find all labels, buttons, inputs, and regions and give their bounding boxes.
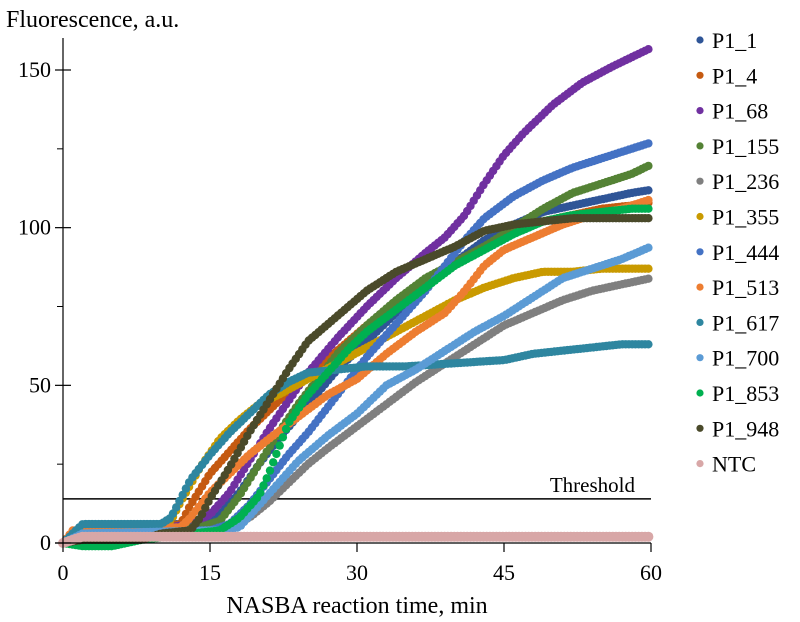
x-axis-title: NASBA reaction time, min xyxy=(226,593,487,619)
data-point xyxy=(181,484,191,493)
x-tick-label: 0 xyxy=(58,560,69,585)
y-ticks: 0 50 100 150 xyxy=(18,57,71,555)
series-p1-700 xyxy=(58,243,653,548)
data-point xyxy=(178,490,187,500)
legend-marker xyxy=(696,177,704,185)
legend-label: P1_700 xyxy=(712,346,779,371)
legend-label: P1_236 xyxy=(712,169,779,194)
legend-marker xyxy=(696,283,704,291)
data-point xyxy=(644,204,653,213)
series-group xyxy=(58,45,654,551)
data-point xyxy=(172,503,181,512)
series-p1-617 xyxy=(58,340,653,548)
data-point xyxy=(259,481,268,490)
legend-marker xyxy=(696,212,704,221)
legend-marker xyxy=(696,460,704,468)
data-point xyxy=(278,433,288,442)
y-axis-title: Fluorescence, a.u. xyxy=(6,7,179,33)
x-ticks: 0 15 30 45 60 xyxy=(58,543,662,585)
x-tick-label: 15 xyxy=(199,560,221,585)
legend-marker xyxy=(696,107,704,115)
data-point xyxy=(644,186,653,195)
data-point xyxy=(644,274,653,283)
legend-label: P1_513 xyxy=(712,275,779,300)
x-tick-label: 60 xyxy=(640,560,662,585)
legend-label: P1_68 xyxy=(712,99,768,124)
legend-item: P1_853 xyxy=(696,381,779,406)
axes xyxy=(55,38,651,544)
legend-label: P1_853 xyxy=(712,381,779,406)
legend-item: P1_948 xyxy=(696,416,779,441)
legend-item: P1_513 xyxy=(696,275,779,300)
legend-label: P1_4 xyxy=(712,63,757,88)
data-point xyxy=(269,458,278,467)
legend-label: P1_617 xyxy=(712,310,779,335)
legend-marker xyxy=(696,424,704,432)
legend-item: P1_68 xyxy=(696,99,768,124)
legend-item: P1_617 xyxy=(696,310,779,335)
data-point xyxy=(644,214,653,223)
legend-item: P1_700 xyxy=(696,346,779,371)
legend-label: P1_155 xyxy=(712,134,779,159)
series-ntc xyxy=(58,531,654,548)
legend-marker xyxy=(696,318,704,326)
data-point xyxy=(644,161,653,171)
y-tick-label: 150 xyxy=(18,57,51,82)
y-tick-label: 50 xyxy=(29,372,51,397)
legend-label: NTC xyxy=(712,452,756,477)
data-point xyxy=(644,264,653,273)
data-point xyxy=(256,488,265,497)
legend-marker xyxy=(696,354,704,362)
legend-marker xyxy=(696,71,704,79)
x-tick-label: 30 xyxy=(346,560,368,585)
data-point xyxy=(175,496,184,506)
legend-item: P1_236 xyxy=(696,169,779,194)
legend-label: P1_1 xyxy=(712,28,757,53)
series-p1-355 xyxy=(58,264,653,548)
legend-item: P1_355 xyxy=(696,205,779,230)
y-tick-label: 0 xyxy=(40,530,51,555)
legend-marker xyxy=(696,142,704,150)
legend-item: P1_4 xyxy=(696,63,757,88)
legend-label: P1_355 xyxy=(712,205,779,230)
data-point xyxy=(262,474,271,483)
legend-item: NTC xyxy=(696,452,756,477)
data-point xyxy=(201,503,210,513)
legend-marker xyxy=(696,248,704,256)
data-point xyxy=(275,441,284,450)
data-point xyxy=(644,139,653,148)
legend-item: P1_155 xyxy=(696,134,779,159)
data-point xyxy=(168,509,178,518)
legend-item: P1_1 xyxy=(696,28,757,53)
legend: P1_1 P1_4 P1_68 P1_155 P1_236 P1_355 P1_444 P1_… xyxy=(696,28,779,477)
data-point xyxy=(644,45,653,54)
legend-label: P1_948 xyxy=(712,416,779,441)
data-point xyxy=(644,243,653,252)
legend-label: P1_444 xyxy=(712,240,779,265)
threshold-label: Threshold xyxy=(550,473,636,497)
data-point xyxy=(644,195,653,205)
x-tick-label: 45 xyxy=(493,560,515,585)
data-point xyxy=(644,340,653,349)
data-point xyxy=(272,449,281,459)
legend-marker xyxy=(696,389,704,397)
data-point xyxy=(643,531,654,542)
data-point xyxy=(281,424,291,434)
legend-marker xyxy=(696,36,704,44)
data-point xyxy=(197,510,207,519)
threshold-line-group: Threshold xyxy=(63,473,651,500)
legend-item: P1_444 xyxy=(696,240,779,265)
data-point xyxy=(265,466,275,475)
y-tick-label: 100 xyxy=(18,215,51,240)
